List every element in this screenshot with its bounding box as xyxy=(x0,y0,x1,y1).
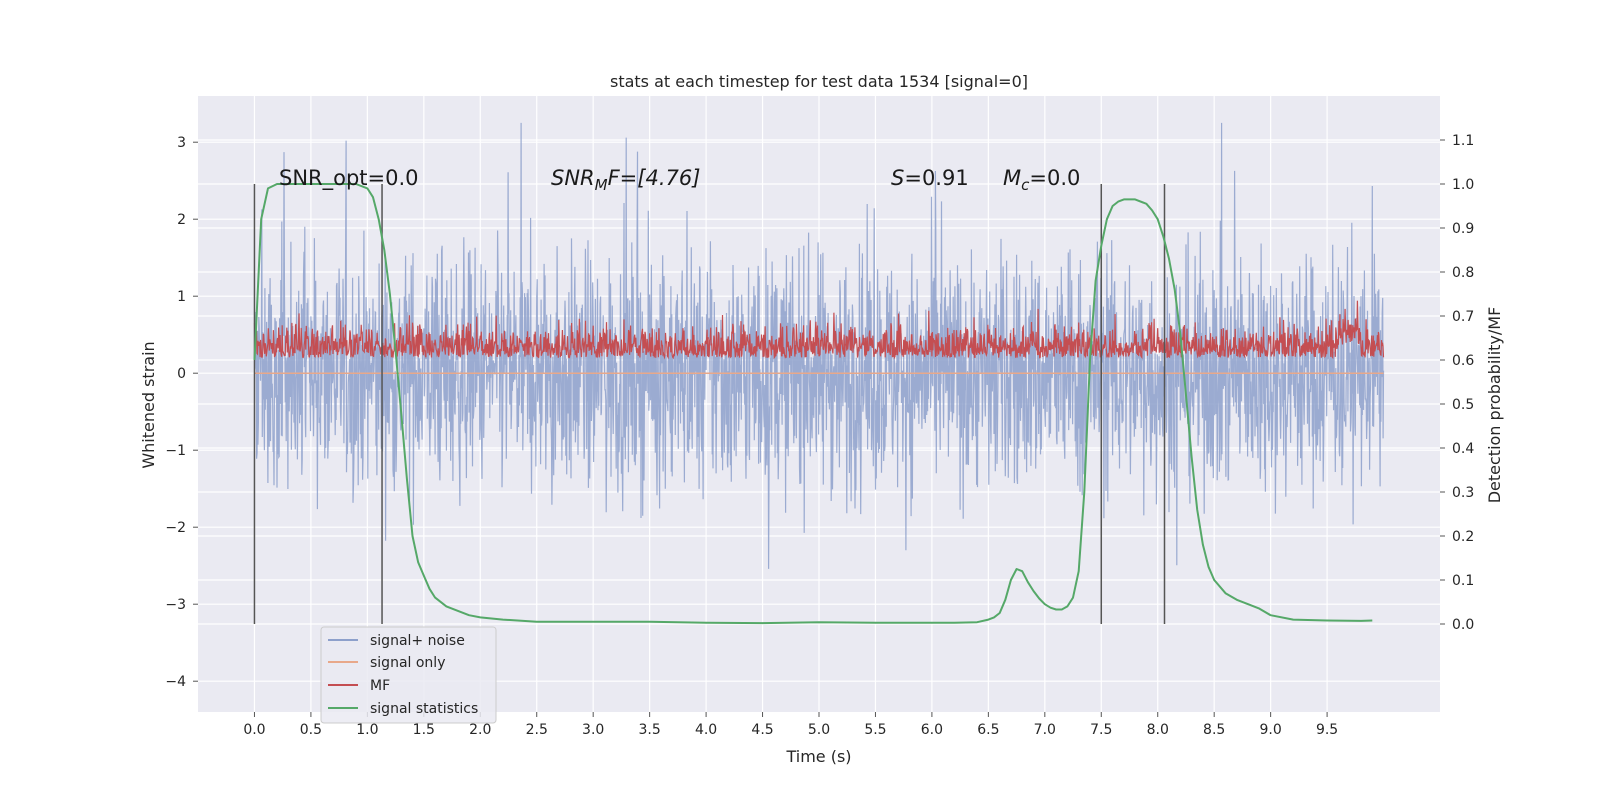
y-right-axis-ticks: 1.1 1.0 0.9 0.8 0.7 0.6 0.5 0.4 0.3 0.2 0.1 0.0 xyxy=(1440,133,1474,633)
y-right-tick-2: 0.9 xyxy=(1452,221,1474,237)
y-right-tick-11: 0.0 xyxy=(1452,617,1474,633)
x-tick-2: 1.0 xyxy=(356,722,378,738)
x-tick-17: 8.5 xyxy=(1203,722,1225,738)
x-tick-8: 4.0 xyxy=(695,722,717,738)
annotation-s-main: S xyxy=(891,166,904,190)
legend-label-signal-noise: signal+ noise xyxy=(370,633,465,649)
legend-label-signal-statistics: signal statistics xyxy=(370,701,478,717)
x-axis-label: Time (s) xyxy=(785,747,851,766)
y-left-tick-5: −2 xyxy=(165,520,186,536)
y-right-tick-5: 0.6 xyxy=(1452,353,1474,369)
vertical-markers xyxy=(253,184,1166,624)
y-right-tick-4: 0.7 xyxy=(1452,309,1474,325)
signal-statistics-series xyxy=(253,183,1373,625)
y-right-tick-1: 1.0 xyxy=(1452,177,1474,193)
x-tick-7: 3.5 xyxy=(639,722,661,738)
x-axis-ticks: 0.0 0.5 1.0 1.5 2.0 2.5 3.0 3.5 4.0 4.5 5.0 5.5 6.0 6… xyxy=(243,712,1338,738)
legend-label-signal-only: signal only xyxy=(370,655,445,671)
x-tick-4: 2.0 xyxy=(469,722,491,738)
y-left-tick-2: 1 xyxy=(177,289,186,305)
x-tick-16: 8.0 xyxy=(1147,722,1169,738)
annotation-snr-mf: SNRMF=[4.76] xyxy=(551,166,700,194)
x-tick-18: 9.0 xyxy=(1260,722,1282,738)
y-left-tick-7: −4 xyxy=(165,674,186,690)
y-right-tick-0: 1.1 xyxy=(1452,133,1474,149)
x-tick-13: 6.5 xyxy=(977,722,999,738)
y-left-axis-label: Whitened strain xyxy=(139,341,158,468)
y-left-tick-4: −1 xyxy=(165,443,186,459)
x-tick-15: 7.5 xyxy=(1090,722,1112,738)
y-left-tick-3: 0 xyxy=(177,366,186,382)
annotation-s: S=0.91 xyxy=(891,166,969,190)
y-left-tick-1: 2 xyxy=(177,212,186,228)
x-tick-9: 4.5 xyxy=(751,722,773,738)
y-right-axis-label: Detection probability/MF xyxy=(1485,307,1504,504)
x-tick-10: 5.0 xyxy=(808,722,830,738)
y-right-tick-6: 0.5 xyxy=(1452,397,1474,413)
y-right-tick-9: 0.2 xyxy=(1452,529,1474,545)
legend-label-mf: MF xyxy=(370,678,390,694)
annotation-mc: Mc=0.0 xyxy=(1003,166,1080,194)
mf-series xyxy=(253,300,1385,360)
x-tick-19: 9.5 xyxy=(1316,722,1338,738)
annotation-s-rest: =0.91 xyxy=(904,166,968,190)
x-tick-0: 0.0 xyxy=(243,722,265,738)
x-tick-12: 6.0 xyxy=(921,722,943,738)
annotation-snr-opt: SNR_opt=0.0 xyxy=(279,166,419,191)
annotation-snr-mf-main: SNR xyxy=(551,166,595,190)
x-tick-5: 2.5 xyxy=(526,722,548,738)
y-right-tick-10: 0.1 xyxy=(1452,573,1474,589)
y-right-tick-3: 0.8 xyxy=(1452,265,1474,281)
x-tick-6: 3.0 xyxy=(582,722,604,738)
chart-title: stats at each timestep for test data 153… xyxy=(610,72,1028,91)
x-tick-3: 1.5 xyxy=(413,722,435,738)
mf-line xyxy=(253,300,1385,360)
y-left-tick-6: −3 xyxy=(165,597,186,613)
annotation-snr-mf-sub: M xyxy=(595,176,608,194)
x-tick-14: 7.0 xyxy=(1034,722,1056,738)
legend-box xyxy=(320,626,497,724)
signal-statistics-line xyxy=(253,183,1373,625)
x-tick-11: 5.5 xyxy=(864,722,886,738)
y-right-tick-7: 0.4 xyxy=(1452,441,1474,457)
annotation-mc-sub: c xyxy=(1021,176,1030,194)
annotation-mc-rest: =0.0 xyxy=(1029,166,1080,190)
x-tick-1: 0.5 xyxy=(300,722,322,738)
annotation-snr-mf-rest: F=[4.76] xyxy=(608,166,701,190)
legend: signal+ noise signal only MF signal stat… xyxy=(320,626,497,724)
y-right-tick-8: 0.3 xyxy=(1452,485,1474,501)
y-left-tick-0: 3 xyxy=(177,135,186,151)
y-left-axis-ticks: 3 2 1 0 −1 −2 −3 −4 xyxy=(165,135,198,690)
annotation-mc-main: M xyxy=(1003,166,1021,190)
